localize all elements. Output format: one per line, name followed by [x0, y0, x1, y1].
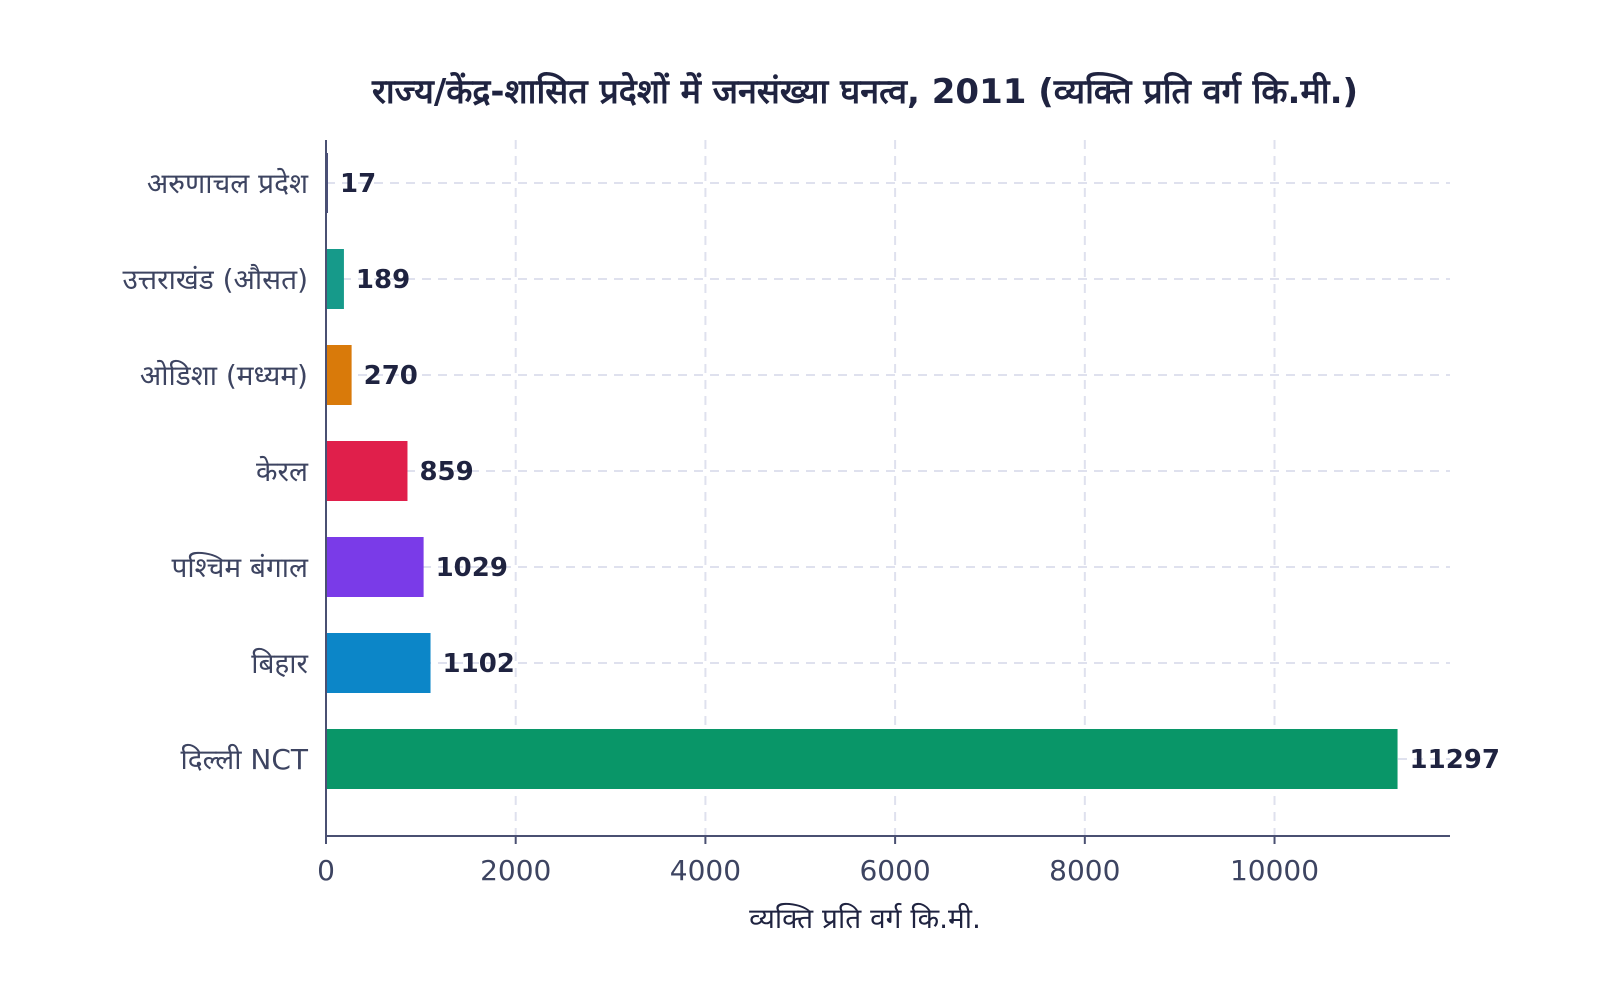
- value-label: 859: [419, 457, 473, 487]
- x-tick-label: 0: [317, 854, 335, 887]
- category-label: अरुणाचल प्रदेश: [147, 167, 309, 200]
- bar: [326, 441, 408, 501]
- category-label: केरल: [256, 455, 309, 488]
- grid-lines: [326, 140, 1450, 836]
- x-axis-title: व्यक्ति प्रति वर्ग कि.मी.: [749, 902, 981, 935]
- category-label: पश्चिम बंगाल: [172, 551, 309, 584]
- value-label: 1029: [436, 553, 508, 583]
- x-tick-label: 8000: [1049, 854, 1120, 887]
- category-label: उत्तराखंड (औसत): [122, 263, 308, 296]
- category-label: ओडिशा (मध्यम): [140, 359, 308, 392]
- value-label: 189: [356, 265, 410, 295]
- bar: [326, 729, 1398, 789]
- value-label: 11297: [1410, 745, 1500, 775]
- labels: 0 2000 4000 6000 8000 10000 अरुणाचल प्रदेश 17 उत…: [122, 167, 1500, 887]
- category-label: बिहार: [251, 647, 308, 680]
- category-label: दिल्ली NCT: [181, 743, 309, 776]
- bar: [326, 633, 431, 693]
- x-tick-label: 2000: [480, 854, 551, 887]
- value-label: 17: [340, 169, 376, 199]
- value-label: 270: [364, 361, 418, 391]
- value-label: 1102: [443, 649, 515, 679]
- x-tick-label: 4000: [670, 854, 741, 887]
- bar: [326, 345, 352, 405]
- bars: [326, 153, 1398, 789]
- x-tick-label: 10000: [1230, 854, 1319, 887]
- bar: [326, 537, 424, 597]
- chart-title: राज्य/केंद्र-शासित प्रदेशों में जनसंख्या…: [371, 71, 1358, 112]
- axes: [325, 140, 1450, 844]
- x-tick-label: 6000: [859, 854, 930, 887]
- bar: [326, 249, 344, 309]
